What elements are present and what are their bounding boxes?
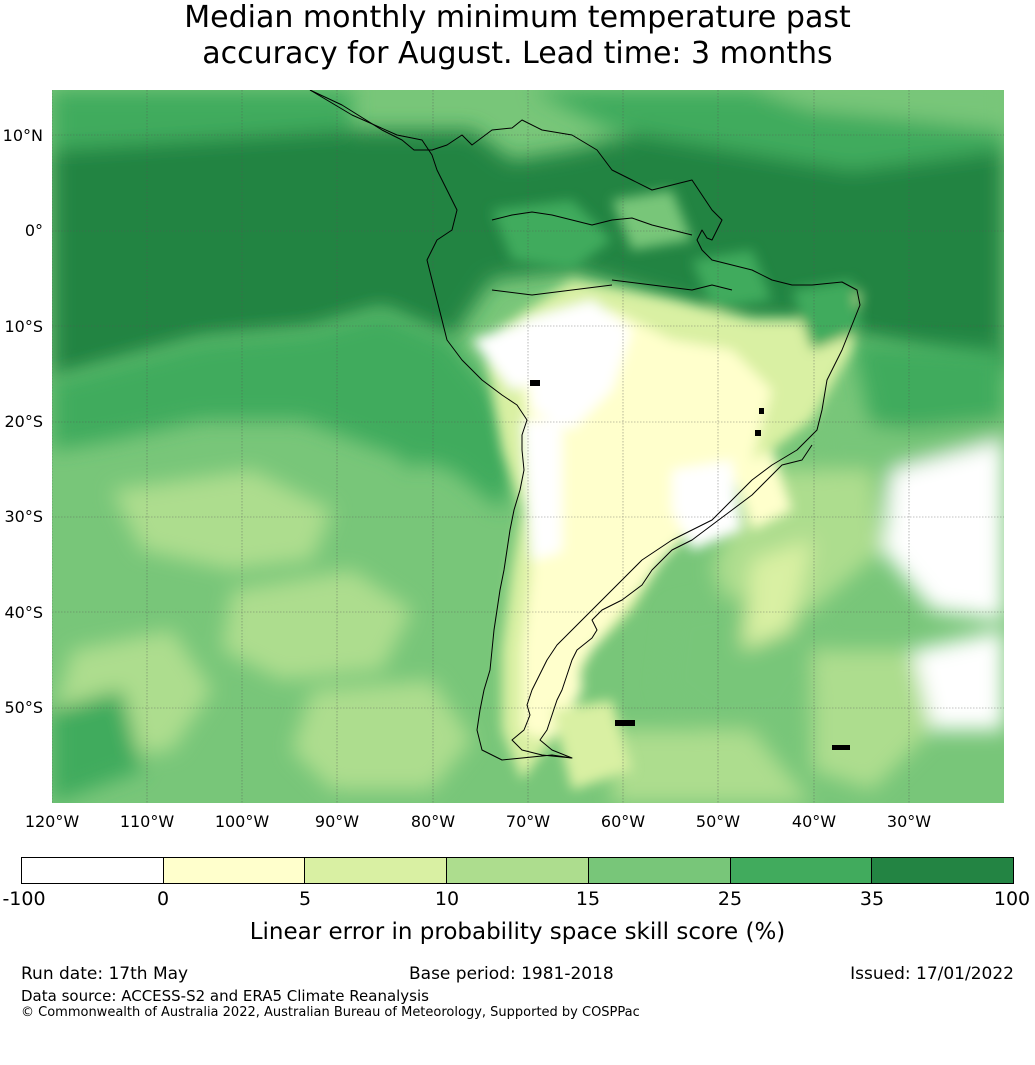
graticule <box>52 90 1004 803</box>
lon-label-90w: 90°W <box>314 812 360 831</box>
colorbar-segment <box>872 858 1014 883</box>
lon-label-120w: 120°W <box>24 812 80 831</box>
lon-label-80w: 80°W <box>410 812 456 831</box>
colorbar <box>21 857 1014 884</box>
colorbar-tick: 10 <box>434 888 460 910</box>
title-line-2: accuracy for August. Lead time: 3 months <box>202 36 833 71</box>
colorbar-tick: 0 <box>156 888 170 910</box>
colorbar-tick: 25 <box>717 888 743 910</box>
lat-label-10s: 10°S <box>4 317 43 336</box>
run-date: Run date: 17th May <box>21 964 189 984</box>
continent-interior <box>472 190 862 790</box>
colorbar-tick: 100 <box>993 888 1031 910</box>
pacific-mid <box>52 310 522 803</box>
colorbar-segment <box>163 858 306 883</box>
colorbar-tick: 35 <box>859 888 885 910</box>
lat-label-10n: 10°N <box>2 126 43 145</box>
lat-label-50s: 50°S <box>4 698 43 717</box>
colorbar-tick: 15 <box>575 888 601 910</box>
skill-score-map <box>52 90 1004 803</box>
colorbar-tick: 5 <box>298 888 312 910</box>
colorbar-segment <box>305 858 448 883</box>
colorbar-tick: -100 <box>2 888 46 910</box>
lat-label-30s: 30°S <box>4 507 43 526</box>
atlantic-field <box>612 340 1004 803</box>
map-title: Median monthly minimum temperature past … <box>0 0 1035 72</box>
data-source: Data source: ACCESS-S2 and ERA5 Climate … <box>21 987 429 1005</box>
base-period: Base period: 1981-2018 <box>409 964 614 984</box>
copyright: © Commonwealth of Australia 2022, Austra… <box>21 1005 640 1020</box>
lon-label-40w: 40°W <box>791 812 837 831</box>
lon-label-70w: 70°W <box>505 812 551 831</box>
colorbar-segment <box>447 858 589 883</box>
title-line-1: Median monthly minimum temperature past <box>184 0 851 35</box>
colorbar-segment <box>588 858 731 883</box>
map-canvas <box>52 90 1004 803</box>
lon-label-30w: 30°W <box>886 812 932 831</box>
issued-date: Issued: 17/01/2022 <box>850 964 1014 984</box>
lat-label-0: 0° <box>24 221 43 240</box>
lat-label-20s: 20°S <box>4 412 43 431</box>
lon-label-100w: 100°W <box>214 812 270 831</box>
lon-label-50w: 50°W <box>695 812 741 831</box>
lat-label-40s: 40°S <box>4 603 43 622</box>
lon-label-60w: 60°W <box>600 812 646 831</box>
colorbar-segment <box>730 858 873 883</box>
islands <box>530 380 850 750</box>
coastline <box>309 90 861 761</box>
colorbar-label: Linear error in probability space skill … <box>249 919 786 945</box>
colorbar-segment <box>22 858 164 883</box>
lon-label-110w: 110°W <box>119 812 175 831</box>
